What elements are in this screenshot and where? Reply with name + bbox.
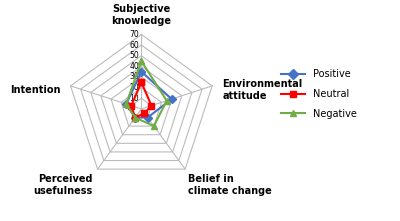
Text: 40: 40 <box>130 62 139 71</box>
Text: Environmental
attitude: Environmental attitude <box>222 79 302 101</box>
Text: 60: 60 <box>130 41 139 50</box>
Text: 50: 50 <box>130 51 139 60</box>
Text: 30: 30 <box>130 72 139 82</box>
Legend: Positive, Neutral, Negative: Positive, Neutral, Negative <box>277 65 360 122</box>
Text: 10: 10 <box>130 94 139 103</box>
Text: Perceived
usefulness: Perceived usefulness <box>33 174 92 196</box>
Text: Belief in
climate change: Belief in climate change <box>188 174 272 196</box>
Text: 20: 20 <box>130 83 139 92</box>
Text: 70: 70 <box>130 30 139 39</box>
Text: Subjective
knowledge: Subjective knowledge <box>111 4 171 26</box>
Text: Intention: Intention <box>10 85 60 95</box>
